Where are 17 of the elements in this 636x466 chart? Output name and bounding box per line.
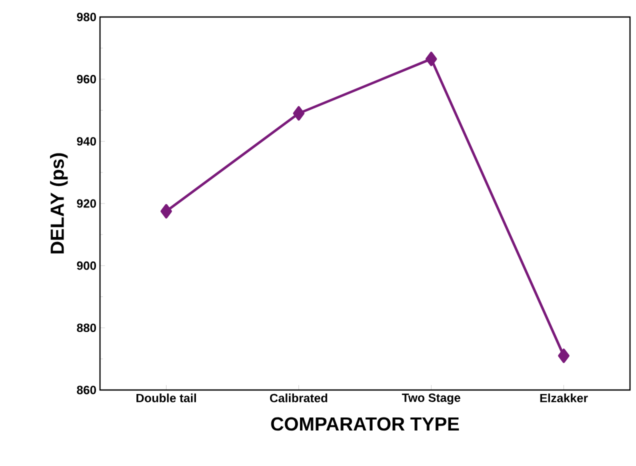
y-tick-label: 900	[76, 261, 96, 270]
point	[426, 52, 437, 66]
y-axis-title: DELAY (ps)	[50, 153, 68, 254]
point	[293, 106, 304, 121]
y-tick-label: 880	[76, 324, 96, 332]
y-tick-label: 920	[76, 199, 96, 208]
x-tick-label: Two Stage	[402, 394, 460, 404]
x-axis-title: COMPARATOR TYPE	[271, 417, 459, 431]
x-tick-label: Double tail	[136, 394, 196, 402]
x-tick-label: Elzakker	[540, 394, 588, 402]
y-tick-label: 940	[76, 137, 96, 146]
point	[160, 204, 172, 218]
x-tick-label: Calibrated	[270, 394, 328, 402]
point	[558, 348, 570, 364]
y-tick-label: 980	[76, 12, 96, 22]
y-tick-label: 860	[76, 386, 96, 394]
y-tick-label: 960	[76, 74, 96, 84]
